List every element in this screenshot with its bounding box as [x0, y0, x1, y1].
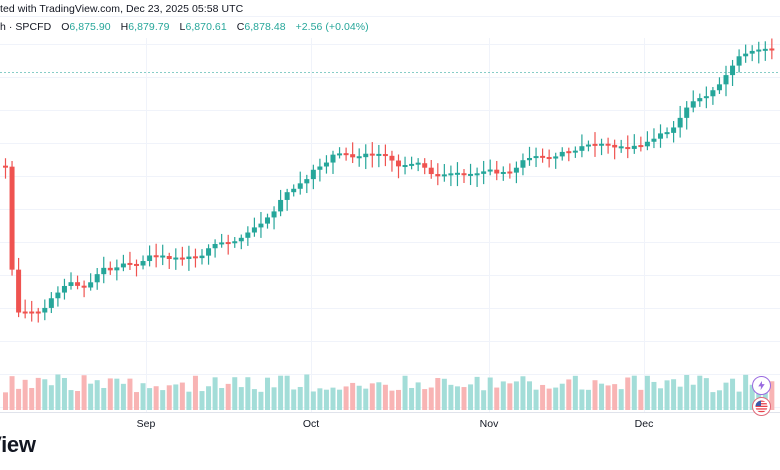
close-value: 6,878.48 — [244, 21, 286, 33]
lightning-bolt-icon[interactable] — [752, 376, 771, 395]
time-axis-label-oct: Oct — [302, 418, 320, 430]
attribution-text: ted with TradingView.com, Dec 23, 2025 0… — [0, 3, 244, 15]
close-label: C — [236, 21, 245, 33]
time-axis-label-nov: Nov — [479, 418, 499, 430]
candlestick-svg — [0, 38, 780, 412]
us-flag-icon[interactable] — [752, 397, 771, 416]
high-label: H — [120, 21, 129, 33]
header-divider — [0, 16, 780, 17]
tradingview-watermark: gView — [0, 432, 36, 457]
symbol-label[interactable]: h · SPCFD — [0, 21, 52, 33]
time-axis-label-sep: Sep — [136, 418, 156, 430]
low-label: L — [179, 21, 186, 33]
open-value: 6,875.90 — [69, 21, 111, 33]
corner-badges — [752, 376, 776, 418]
change-value: +2.56 (+0.04%) — [295, 21, 369, 33]
chart-plot-area[interactable] — [0, 38, 780, 412]
chart-legend[interactable]: h · SPCFD O6,875.90 H6,879.79 L6,870.61 … — [0, 20, 369, 34]
time-axis-label-dec: Dec — [634, 418, 654, 430]
high-value: 6,879.79 — [128, 21, 170, 33]
open-label: O — [61, 21, 70, 33]
low-value: 6,870.61 — [185, 21, 227, 33]
time-axis[interactable]: Sep Oct Nov Dec — [0, 412, 780, 437]
